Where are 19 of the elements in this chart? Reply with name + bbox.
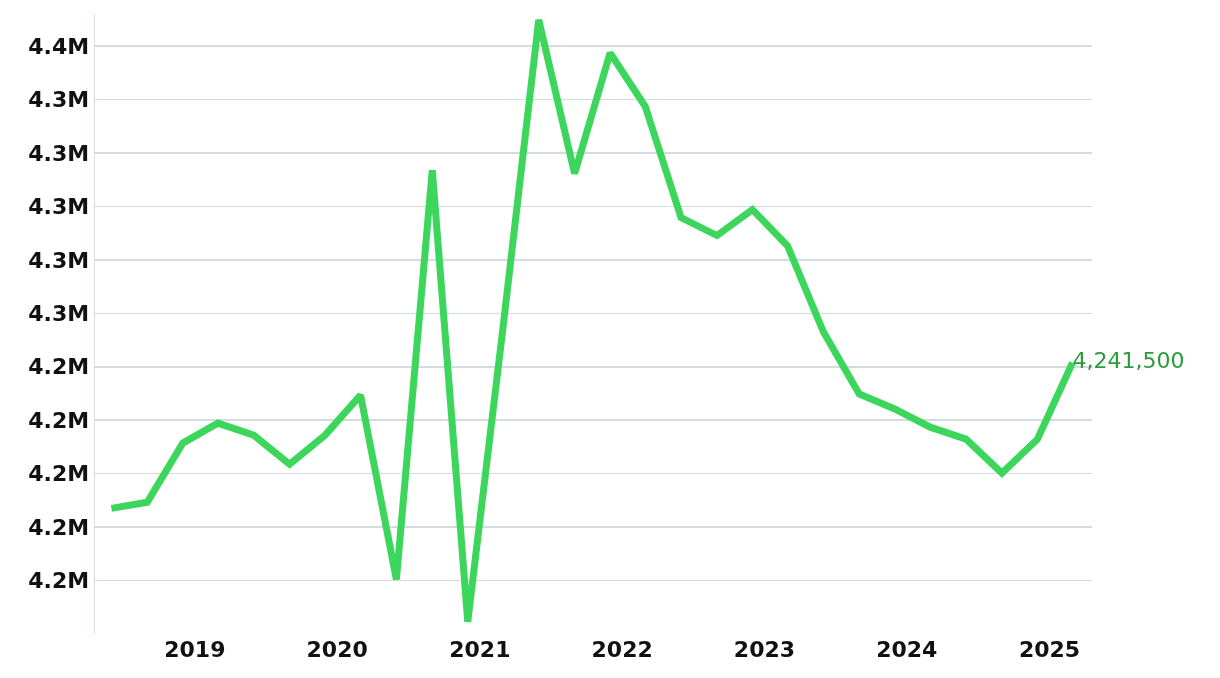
x-tick-label: 2022 — [591, 637, 653, 662]
x-tick-label: 2020 — [306, 637, 368, 662]
y-tick-label: 4.4M — [28, 33, 90, 59]
data-label: 4,241,500 — [1072, 348, 1185, 374]
y-tick-label: 4.3M — [28, 87, 90, 113]
y-tick-label: 4.2M — [28, 568, 90, 594]
x-tick-label: 2019 — [164, 637, 226, 662]
x-tick-label: 2025 — [1018, 637, 1081, 662]
y-tick-label: 4.3M — [28, 194, 90, 220]
y-tick-label: 4.3M — [28, 301, 90, 327]
x-tick-label: 2021 — [449, 637, 511, 662]
y-tick-label: 4.2M — [28, 407, 90, 433]
y-tick-label: 4.2M — [28, 461, 90, 487]
y-tick-label: 4.2M — [28, 514, 90, 540]
y-tick-label: 4.2M — [28, 354, 90, 380]
x-tick-label: 2023 — [733, 637, 796, 662]
y-tick-label: 4.3M — [28, 140, 90, 166]
y-tick-label: 4.3M — [28, 247, 90, 273]
x-tick-label: 2024 — [876, 637, 938, 662]
